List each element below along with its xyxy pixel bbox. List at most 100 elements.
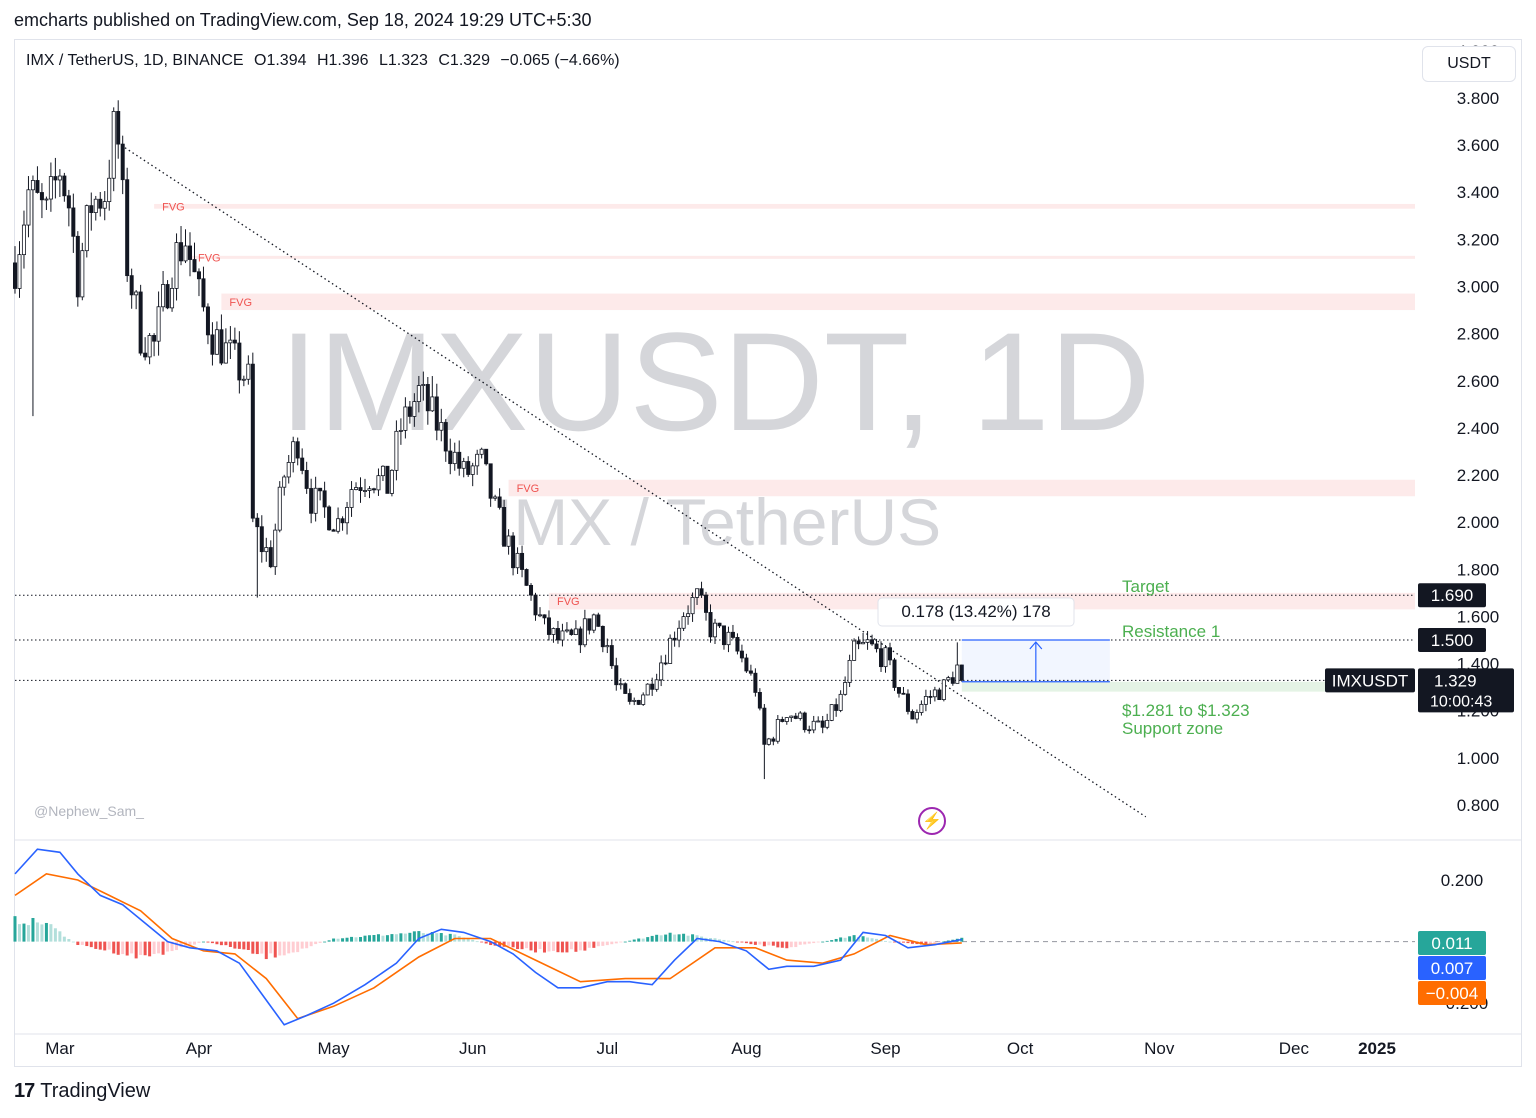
candle-body bbox=[923, 696, 928, 705]
price-tick-label: 2.800 bbox=[1457, 325, 1500, 344]
macd-histogram-bar bbox=[350, 936, 354, 942]
macd-histogram-bar bbox=[534, 941, 538, 953]
target-label: Target bbox=[1122, 577, 1170, 596]
legend-symbol[interactable]: IMX / TetherUS, 1D, BINANCE bbox=[26, 52, 244, 69]
macd-histogram-bar bbox=[641, 938, 645, 942]
macd-histogram-bar bbox=[130, 941, 134, 954]
tradingview-logo[interactable]: 17 TradingView bbox=[14, 1080, 150, 1103]
macd-histogram-bar bbox=[551, 941, 555, 952]
author-watermark: @Nephew_Sam_ bbox=[34, 803, 144, 819]
candle-body bbox=[766, 738, 771, 745]
macd-histogram-bar bbox=[655, 934, 659, 942]
candle-body bbox=[784, 717, 789, 722]
candle-body bbox=[84, 205, 89, 252]
candle-body bbox=[75, 235, 80, 298]
candle-body bbox=[161, 284, 166, 308]
fvg-zone bbox=[508, 479, 1416, 497]
candle-body bbox=[439, 422, 444, 431]
candle-body bbox=[672, 637, 677, 641]
candle-body bbox=[663, 662, 668, 665]
macd-histogram-bar bbox=[439, 933, 443, 942]
candle-body bbox=[816, 720, 821, 723]
candle-body bbox=[232, 339, 237, 344]
macd-histogram-bar bbox=[89, 941, 93, 948]
macd-histogram-bar bbox=[233, 941, 237, 949]
macd-histogram-bar bbox=[35, 922, 39, 942]
candle-body bbox=[313, 487, 318, 514]
candle-body bbox=[26, 189, 31, 226]
macd-histogram-bar bbox=[471, 939, 475, 942]
macd-histogram-bar bbox=[511, 941, 515, 948]
macd-histogram-bar bbox=[731, 941, 735, 943]
candle-body bbox=[367, 488, 372, 491]
candle-body bbox=[394, 430, 399, 471]
candle-body bbox=[870, 639, 875, 645]
macd-histogram-bar bbox=[345, 937, 349, 942]
candle-body bbox=[511, 535, 516, 569]
candle-body bbox=[93, 198, 98, 214]
candle-body bbox=[695, 588, 700, 598]
candle-body bbox=[591, 614, 596, 631]
candle-body bbox=[726, 631, 731, 646]
candle-body bbox=[179, 242, 184, 262]
currency-button[interactable]: USDT bbox=[1422, 46, 1516, 82]
macd-value-tag-text: 0.011 bbox=[1431, 934, 1472, 953]
macd-histogram-bar bbox=[264, 941, 268, 960]
macd-histogram-bar bbox=[803, 941, 807, 945]
candle-body bbox=[744, 657, 749, 672]
candle-body bbox=[632, 699, 637, 702]
candle-body bbox=[336, 518, 341, 532]
time-tick-label: Sep bbox=[870, 1039, 900, 1058]
macd-histogram-bar bbox=[848, 936, 852, 942]
candle-body bbox=[533, 594, 538, 616]
candle-body bbox=[62, 175, 67, 197]
watermark-group: IMXUSDT, 1D IMX / TetherUS bbox=[279, 303, 1150, 559]
candle-body bbox=[883, 647, 888, 668]
macd-histogram-bar bbox=[300, 941, 304, 949]
macd-histogram-bar bbox=[341, 938, 345, 942]
candle-body bbox=[596, 614, 601, 627]
macd-histogram-bar bbox=[542, 941, 546, 953]
candle-body bbox=[941, 679, 946, 701]
macd-value-tag bbox=[1418, 956, 1486, 980]
macd-histogram-bar bbox=[332, 938, 336, 942]
lightning-event-icon[interactable]: ⚡ bbox=[918, 807, 946, 835]
macd-histogram-bar bbox=[237, 941, 241, 949]
candle-body bbox=[398, 429, 403, 432]
price-tick-label: 3.400 bbox=[1457, 183, 1500, 202]
candle-body bbox=[470, 465, 475, 475]
candle-body bbox=[246, 363, 251, 380]
candle-body bbox=[730, 631, 735, 638]
macd-histogram-bar bbox=[22, 923, 26, 942]
macd-histogram-bar bbox=[691, 934, 695, 942]
macd-histogram-bar bbox=[673, 934, 677, 942]
support-zone-label: Support zone bbox=[1122, 719, 1223, 738]
macd-histogram-bar bbox=[336, 938, 340, 942]
macd-histogram-bar bbox=[210, 941, 214, 944]
candle-body bbox=[237, 342, 242, 381]
macd-histogram-bar bbox=[556, 941, 560, 953]
watermark-main: IMXUSDT, 1D bbox=[279, 303, 1150, 460]
price-tick-label: 3.800 bbox=[1457, 89, 1500, 108]
candle-body bbox=[219, 329, 224, 364]
macd-histogram-bar bbox=[372, 935, 376, 942]
macd-histogram-bar bbox=[143, 941, 147, 956]
macd-histogram-bar bbox=[578, 941, 582, 951]
macd-histogram-bar bbox=[475, 941, 479, 943]
candle-body bbox=[98, 198, 103, 209]
macd-histogram-bar bbox=[484, 941, 488, 944]
macd-histogram-bar bbox=[367, 935, 371, 942]
candle-body bbox=[807, 729, 812, 732]
candles-group bbox=[12, 100, 964, 780]
macd-histogram-bar bbox=[717, 939, 721, 942]
candle-body bbox=[80, 250, 85, 298]
candle-body bbox=[582, 618, 587, 646]
candle-body bbox=[713, 622, 718, 638]
candle-body bbox=[524, 569, 529, 586]
macd-histogram-bar bbox=[928, 941, 932, 945]
candle-body bbox=[838, 693, 843, 711]
macd-histogram-bar bbox=[269, 941, 273, 954]
macd-tick-label: 0.200 bbox=[1441, 871, 1484, 890]
macd-histogram-bar bbox=[682, 933, 686, 942]
